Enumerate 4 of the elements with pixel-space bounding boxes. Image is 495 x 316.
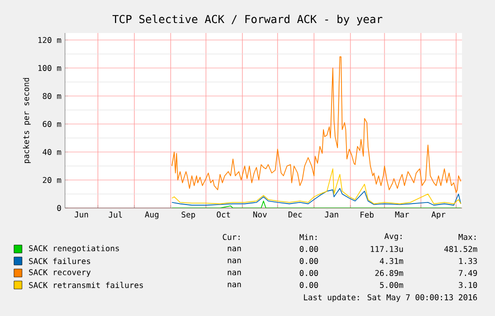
chart-title: TCP Selective ACK / Forward ACK - by year	[112, 14, 382, 26]
line-series	[171, 188, 462, 206]
line-series	[171, 56, 462, 193]
line-series	[171, 168, 462, 204]
